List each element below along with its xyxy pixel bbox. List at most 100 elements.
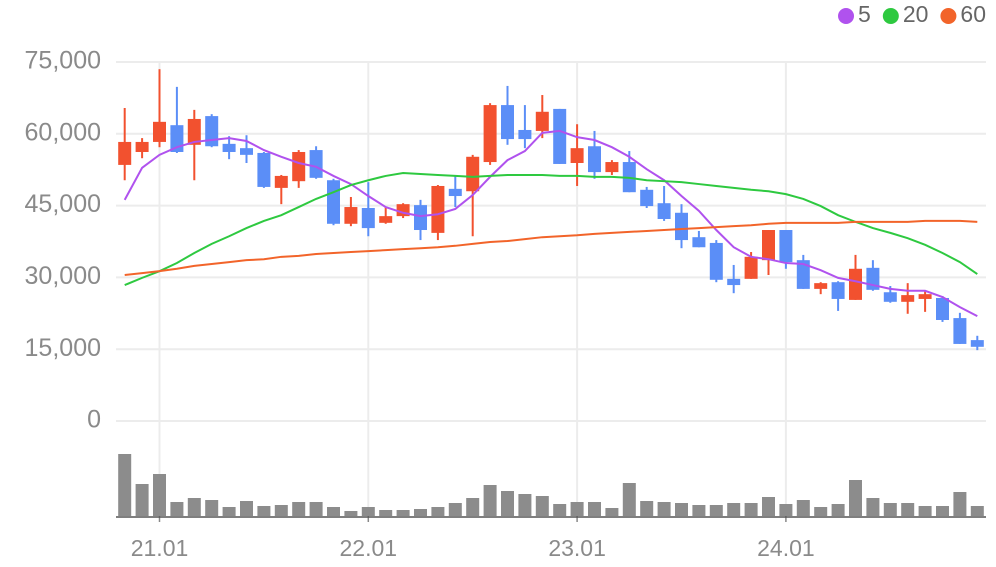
candle-body [327,180,340,224]
legend-label: 5 [858,1,871,27]
candle-body [118,141,132,165]
x-tick-label: 23.01 [548,535,606,561]
candle-body [657,203,671,220]
candle-body [936,297,949,321]
y-tick-label: 30,000 [25,262,101,290]
volume-bar [501,491,514,516]
volume-bar [570,502,584,516]
candle-body [448,188,462,197]
candle-body [379,216,393,223]
volume-bar [605,508,619,516]
legend-label: 20 [903,1,929,27]
candle-body [588,146,601,173]
volume-bar [240,501,253,516]
volume-bar [344,511,358,516]
volume-bar [709,505,723,516]
x-tick-label: 24.01 [757,535,815,561]
candle-body [361,207,375,229]
candle-body [640,189,654,207]
candle-body [431,185,445,233]
volume-bar [657,502,671,516]
volume-bar [361,507,375,516]
volume-bar [431,507,445,516]
candle-body [309,150,323,178]
volume-bar [483,485,497,516]
volume-bar [448,503,462,516]
volume-bar [292,502,306,516]
candle-body [692,237,706,248]
candle-body [222,143,236,152]
ma-line [124,219,978,277]
candle-body [831,282,845,299]
candle-body [762,230,775,261]
candle-body [518,129,532,140]
candle-body [779,230,793,263]
volume-bar [379,510,393,516]
volume-bar [205,500,219,516]
candle-body [553,108,567,164]
volume-bar [814,507,828,516]
y-tick-label: 15,000 [25,334,101,362]
volume-bar [222,507,236,516]
candle-body [535,111,549,131]
candle-body [796,260,810,289]
volume-bar [535,496,549,516]
volume-bar [953,492,967,516]
candle-body [153,121,166,142]
candle-body [849,268,862,300]
volume-bar [796,500,810,516]
candle-body [396,204,410,217]
candle-body [883,292,897,302]
x-tick-label: 21.01 [131,535,189,561]
candle-body [414,205,427,231]
candle-body [205,116,219,147]
volume-bar [744,503,758,516]
candle-body [918,294,932,299]
legend-label: 60 [960,1,986,27]
candle-body [970,340,984,347]
candle-body [727,278,741,286]
y-tick-label: 0 [87,406,101,434]
candle-body [344,207,358,224]
candle-body [257,152,271,187]
volume-bar [831,504,845,516]
y-tick-label: 75,000 [25,47,101,75]
volume-bar [901,503,915,516]
ma-line [124,172,978,286]
volume-bar [135,484,149,516]
candle-body [466,156,480,192]
volume-bar [883,503,897,516]
candle-body [501,105,514,140]
x-tick-label: 22.01 [340,535,398,561]
candle-body [570,148,584,163]
candle-body [292,151,306,182]
ma-line [123,129,978,318]
candle-body [605,162,619,173]
volume-bar [849,480,862,516]
volume-bar [970,506,984,516]
legend-swatch [882,8,899,24]
volume-bar [779,504,793,516]
legend-swatch [940,8,957,24]
volume-bar [518,494,532,516]
volume-bar [153,474,166,516]
volume-bar [414,509,427,516]
volume-bar [727,503,741,516]
candle-body [240,148,253,155]
volume-bar [640,501,654,516]
volume-bar [936,506,949,516]
volume-bar [622,483,636,516]
volume-bar [396,510,410,516]
volume-bar [553,504,567,516]
volume-bar [309,502,323,516]
candle-body [744,256,758,279]
volume-bar [692,505,706,516]
volume-bar [118,454,132,516]
volume-bar [675,503,688,516]
volume-bar [466,498,480,516]
candle-body [135,141,149,152]
y-tick-label: 60,000 [25,118,101,146]
volume-bar [327,507,340,516]
candle-body [187,118,201,145]
candle-body [709,242,723,280]
